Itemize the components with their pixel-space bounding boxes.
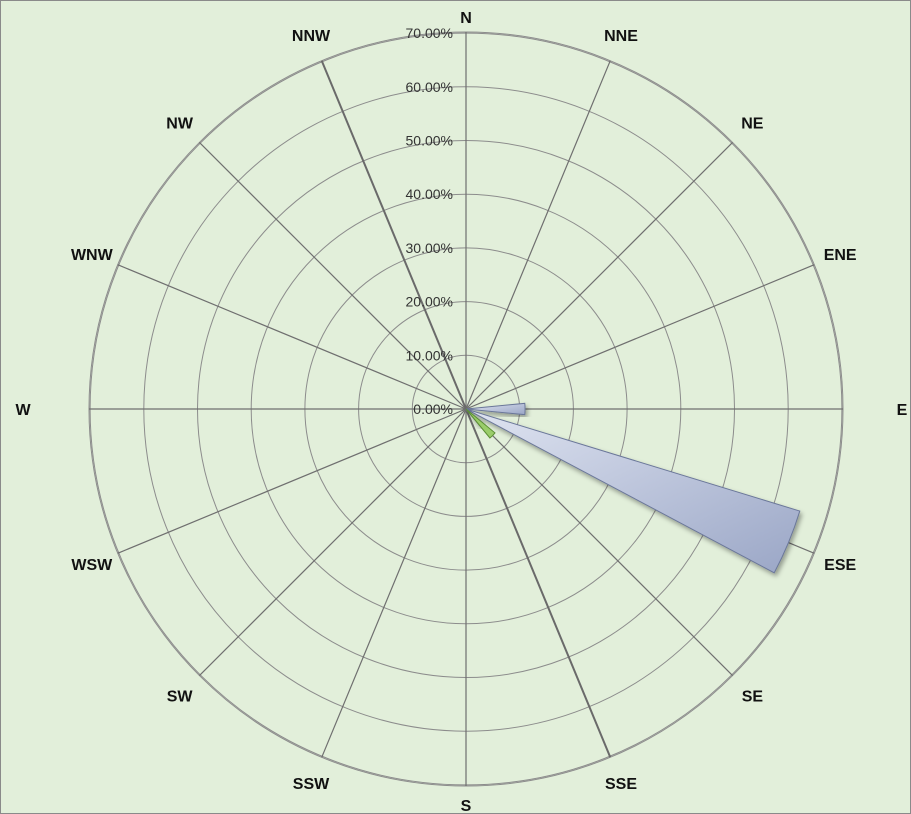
petal-ese (465, 408, 801, 574)
direction-label-ne: NE (741, 116, 764, 133)
polar-grid (88, 31, 844, 787)
spoke-wnw (117, 264, 467, 410)
spoke-ssw (321, 408, 467, 758)
direction-label-ene: ENE (824, 247, 857, 264)
radial-tick-labels: 0.00% 10.00% 20.00% 30.00% 40.00% 50.00% 60.00… (406, 25, 453, 417)
direction-label-ese: ESE (824, 557, 856, 574)
direction-label-sse: SSE (605, 776, 637, 793)
direction-label-wsw: WSW (71, 557, 113, 574)
radial-tick-label: 60.00% (406, 79, 453, 95)
radial-tick-label: 70.00% (406, 25, 453, 41)
radial-tick-label: 10.00% (406, 347, 453, 363)
direction-label-e: E (897, 402, 908, 419)
direction-label-nnw: NNW (292, 28, 331, 45)
radial-tick-label: 30.00% (406, 240, 453, 256)
series-layer (465, 402, 801, 574)
radial-tick-label: 50.00% (406, 133, 453, 149)
spoke-sse (465, 408, 612, 758)
radial-tick-label: 40.00% (406, 186, 453, 202)
spoke-ene (465, 264, 815, 410)
direction-label-nne: NNE (604, 28, 638, 45)
radial-tick-label: 0.00% (413, 401, 453, 417)
direction-label-ssw: SSW (293, 776, 330, 793)
spoke-ne (465, 141, 734, 410)
direction-label-se: SE (742, 688, 764, 705)
spoke-wsw (117, 408, 467, 554)
spoke-nne (465, 60, 611, 410)
petal-se (465, 408, 496, 439)
direction-label-sw: SW (167, 688, 194, 705)
direction-label-n: N (460, 10, 472, 27)
direction-label-w: W (15, 402, 31, 419)
spoke-nw (198, 141, 467, 410)
petal-e (465, 402, 526, 416)
spoke-sw (198, 408, 467, 677)
direction-label-nw: NW (166, 116, 194, 133)
direction-label-s: S (461, 798, 472, 813)
direction-label-wnw: WNW (71, 247, 114, 264)
direction-labels: N NNE NE ENE E ESE SE SSE S SSW SW WSW W WNW NW NNW (15, 10, 907, 813)
radial-tick-label: 20.00% (406, 294, 453, 310)
spoke-se (465, 408, 734, 677)
spoke-nnw (320, 60, 467, 410)
